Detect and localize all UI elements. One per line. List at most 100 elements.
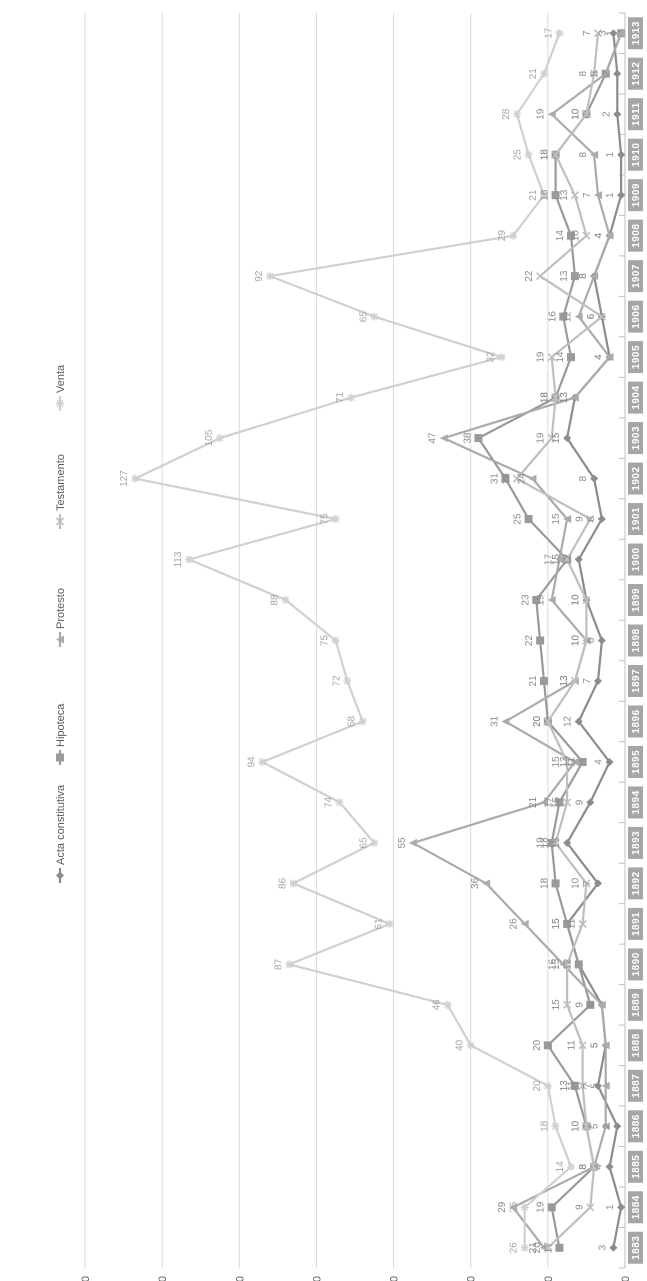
data-label-protesto-1887: 5 [590,1083,601,1089]
data-label-hipoteca-1907: 13 [559,270,570,282]
value-tick-40: 40 [466,1276,478,1281]
category-label-box-1891 [628,907,643,940]
data-label-venta-1884: 26 [509,1201,520,1213]
data-label-acta-constitutiva-1894: 9 [574,799,585,805]
data-label-acta-constitutiva-1906: 6 [586,313,597,319]
legend-label-testamento: Testamento [55,454,67,511]
category-label-1884: 1884 [631,1195,642,1219]
point-venta-1900 [185,555,194,564]
point-venta-1890 [285,960,294,969]
data-label-protesto-1898: 10 [570,635,581,647]
data-label-hipoteca-1894: 17 [543,796,554,808]
data-label-testamento-1897: 13 [559,675,570,687]
value-tick-80: 80 [311,1276,323,1281]
point-hipoteca-1898 [536,636,545,645]
point-venta-1888 [466,1041,475,1050]
data-label-protesto-1897: 13 [559,675,570,687]
data-label-testamento-1891: 11 [567,918,578,929]
data-label-testamento-1886: 10 [570,1120,581,1132]
point-venta-1896 [358,717,367,726]
point-venta-1898 [331,636,340,645]
legend-marker-hipoteca [56,753,64,762]
data-label-hipoteca-1904: 18 [540,392,551,404]
point-hipoteca-1905 [567,353,575,362]
point-hipoteca-1894 [555,798,564,807]
data-label-hipoteca-1895: 11 [567,756,578,767]
point-protesto-1912 [601,69,610,78]
data-label-venta-1909: 21 [528,189,539,201]
value-tick-120: 120 [157,1276,169,1281]
category-label-1912: 1912 [631,62,642,86]
data-label-venta-1892: 86 [277,877,288,889]
data-label-venta-1911: 28 [501,108,512,120]
point-acta-constitutiva-1903 [563,434,572,443]
category-label-1908: 1908 [631,224,642,248]
point-hipoteca-1889 [586,1000,595,1009]
data-label-testamento-1888: 11 [567,1040,578,1051]
data-label-protesto-1908: 4 [594,232,605,238]
point-venta-1910 [524,150,533,159]
data-label-acta-constitutiva-1901: 6 [586,516,597,522]
point-protesto-1904 [570,393,579,402]
point-testamento-1906 [597,312,606,321]
category-label-1906: 1906 [631,305,642,329]
data-label-testamento-1899: 10 [570,594,581,606]
category-label-box-1902 [628,462,643,495]
point-testamento-1911 [582,110,591,119]
data-label-hipoteca-1884: 19 [536,1201,547,1213]
point-venta-1892 [289,879,298,888]
data-label-venta-1891: 61 [374,918,385,930]
data-label-testamento-1890: 15 [551,958,562,970]
point-acta-constitutiva-1898 [597,636,606,645]
data-label-protesto-1888: 5 [590,1042,601,1048]
data-label-venta-1883: 26 [509,1242,520,1254]
point-hipoteca-1887 [570,1081,579,1090]
data-label-protesto-1910: 8 [578,151,589,157]
data-label-venta-1901: 75 [320,513,331,525]
category-label-box-1907 [628,260,643,293]
category-label-box-1911 [628,98,643,131]
legend-label-protesto: Protesto [55,588,67,629]
category-label-1901: 1901 [631,507,642,531]
category-label-box-1893 [628,826,643,859]
category-label-box-1886 [628,1110,643,1143]
data-label-hipoteca-1893: 19 [536,837,547,849]
data-label-hipoteca-1902: 31 [489,473,500,485]
point-protesto-1899 [547,596,556,605]
legend-marker-venta [56,399,64,408]
point-testamento-1889 [563,1000,572,1009]
point-testamento-1888 [578,1041,587,1050]
point-testamento-1907 [536,272,545,281]
point-protesto-1906 [574,312,583,321]
point-venta-1885 [567,1162,575,1171]
data-label-hipoteca-1908: 14 [555,230,566,242]
data-label-venta-1887: 20 [532,1080,543,1092]
data-label-protesto-1883: 21 [528,1242,539,1254]
category-label-box-1901 [628,503,643,536]
data-label-protesto-1896: 31 [489,715,500,727]
data-label-acta-constitutiva-1908: 4 [594,232,605,238]
data-label-hipoteca-1909: 18 [540,189,551,201]
series-venta [131,29,575,1252]
point-acta-constitutiva-1912 [613,69,622,78]
data-label-protesto-1885: 8 [578,1164,589,1170]
data-label-protesto-1899: 19 [536,594,547,606]
data-label-venta-1908: 29 [497,230,508,242]
category-label-1896: 1896 [631,709,642,733]
data-label-venta-1886: 18 [540,1120,551,1132]
data-label-hipoteca-1906: 16 [547,311,558,323]
point-testamento-1904 [551,393,560,402]
point-testamento-1900 [563,555,572,564]
point-testamento-1908 [582,231,591,240]
point-acta-constitutiva-1911 [613,110,622,119]
category-label-1903: 1903 [631,426,642,450]
data-label-venta-1885: 14 [555,1161,566,1173]
data-label-testamento-1894: 15 [551,796,562,808]
data-label-acta-constitutiva-1895: 4 [594,759,605,765]
point-hipoteca-1892 [551,879,560,888]
point-protesto-1891 [520,919,529,928]
data-label-venta-1897: 72 [331,675,342,687]
data-label-venta-1903: 105 [204,429,215,446]
data-label-testamento-1905: 19 [536,351,547,363]
